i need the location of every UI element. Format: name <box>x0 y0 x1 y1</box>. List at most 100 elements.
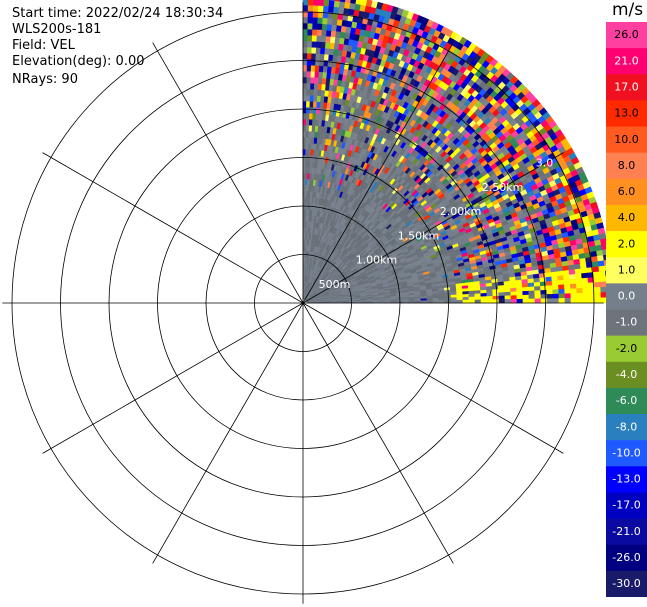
velocity-gate <box>576 288 584 294</box>
colorbar-segment <box>606 492 647 520</box>
velocity-gate <box>533 281 541 288</box>
velocity-gate <box>307 40 313 48</box>
velocity-gate <box>309 94 315 102</box>
velocity-gate <box>311 46 317 54</box>
velocity-gate <box>516 298 524 304</box>
colorbar-tick-label: -13.0 <box>612 473 640 486</box>
velocity-gate <box>302 106 307 114</box>
velocity-gate <box>321 23 328 31</box>
instrument-text: WLS200s-181 <box>12 22 102 37</box>
velocity-gate <box>307 34 313 42</box>
velocity-gate <box>558 298 566 304</box>
velocity-gate <box>534 298 542 304</box>
velocity-gate <box>546 293 554 300</box>
velocity-gate <box>468 293 476 298</box>
velocity-gate <box>598 232 606 241</box>
velocity-gate <box>316 29 323 36</box>
velocity-gate <box>564 293 572 299</box>
velocity-gate <box>516 287 524 293</box>
velocity-gate <box>312 28 318 36</box>
velocity-gate <box>569 274 577 280</box>
velocity-gate <box>322 17 329 25</box>
velocity-gate <box>307 0 314 6</box>
colorbar-tick-label: 1.0 <box>618 263 636 276</box>
colorbar-segment <box>606 283 647 310</box>
velocity-gate <box>312 16 319 24</box>
velocity-gate <box>564 288 572 295</box>
velocity-gate <box>576 283 583 289</box>
azimuth-spoke <box>302 42 454 304</box>
velocity-gate <box>504 291 512 297</box>
colorbar-unit-label: m/s <box>612 0 644 20</box>
velocity-gate <box>593 271 601 278</box>
velocity-gate <box>302 34 308 42</box>
velocity-gate <box>558 293 566 299</box>
velocity-gate <box>582 297 590 304</box>
velocity-gate <box>317 5 325 13</box>
velocity-gate <box>593 276 601 283</box>
velocity-gate <box>600 292 606 299</box>
velocity-gate <box>474 296 482 301</box>
velocity-gate <box>552 284 559 291</box>
velocity-gate <box>552 289 560 295</box>
velocity-gate <box>305 124 310 132</box>
colorbar-tick-label: 2.0 <box>618 237 636 250</box>
velocity-gate <box>311 40 318 48</box>
colorbar-segment <box>606 309 647 337</box>
velocity-gate <box>318 0 325 7</box>
velocity-gate <box>306 100 311 108</box>
colorbar-segment <box>606 152 647 180</box>
velocity-gate <box>599 270 606 278</box>
velocity-gate <box>540 285 547 291</box>
velocity-gate <box>468 299 476 304</box>
velocity-gate <box>480 299 488 304</box>
velocity-gate <box>302 52 308 60</box>
colorbar-segment <box>606 74 647 101</box>
velocity-gate <box>320 35 327 43</box>
velocity-gate <box>569 278 577 285</box>
velocity-gate <box>593 281 601 289</box>
velocity-gate <box>539 281 547 287</box>
velocity-gate <box>316 41 322 48</box>
velocity-gate <box>528 298 536 304</box>
velocity-gate <box>498 299 506 304</box>
colorbar-tick-label: -4.0 <box>616 368 637 381</box>
velocity-gate <box>306 88 311 96</box>
velocity-gate <box>310 76 316 84</box>
velocity-gate <box>570 293 578 299</box>
velocity-gate <box>498 292 506 297</box>
velocity-gate <box>306 82 311 90</box>
colorbar-segment <box>606 126 647 154</box>
nrays-text: NRays: 90 <box>12 72 78 87</box>
velocity-gate <box>522 286 530 292</box>
colorbar: 26.021.017.013.010.08.06.04.02.01.00.0-1… <box>606 22 647 597</box>
velocity-gate <box>594 297 602 304</box>
velocity-gate <box>575 278 583 285</box>
velocity-gate <box>312 22 318 30</box>
velocity-gate <box>603 260 606 267</box>
colorbar-segment <box>606 387 647 415</box>
azimuth-spoke <box>302 302 454 564</box>
start-time-text: Start time: 2022/02/24 18:30:34 <box>12 6 224 21</box>
velocity-gate <box>313 0 320 6</box>
velocity-gate <box>462 296 470 301</box>
velocity-gate <box>315 59 321 66</box>
colorbar-segment <box>606 48 647 75</box>
velocity-gate <box>594 287 602 294</box>
velocity-gate <box>522 294 530 300</box>
velocity-gate <box>552 298 560 304</box>
velocity-gate <box>480 293 488 298</box>
velocity-gate <box>600 297 606 304</box>
velocity-gate <box>600 238 606 246</box>
velocity-gate <box>310 82 315 90</box>
velocity-gate <box>582 287 590 294</box>
colorbar-tick-label: -6.0 <box>616 394 637 407</box>
velocity-gate <box>474 293 482 298</box>
velocity-gate <box>534 290 542 296</box>
velocity-gate <box>557 279 565 286</box>
colorbar-segment <box>606 440 647 467</box>
velocity-gate <box>302 136 307 144</box>
range-label: 1.50km <box>398 229 440 242</box>
azimuth-spoke <box>42 302 304 454</box>
